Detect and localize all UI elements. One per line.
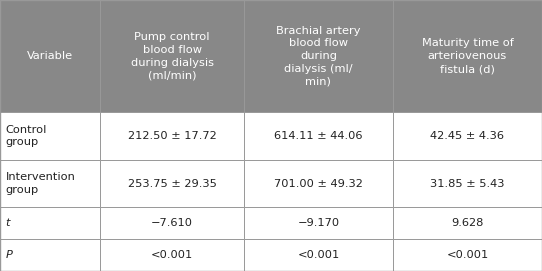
Bar <box>100 112 244 160</box>
Text: Maturity time of
arteriovenous
fistula (d): Maturity time of arteriovenous fistula (… <box>422 38 513 74</box>
Bar <box>244 207 393 239</box>
Text: Variable: Variable <box>27 51 73 61</box>
Text: <0.001: <0.001 <box>447 250 488 260</box>
Bar <box>393 160 542 207</box>
Text: 9.628: 9.628 <box>451 218 483 228</box>
Bar <box>393 239 542 271</box>
Text: Intervention
group: Intervention group <box>5 172 75 195</box>
Text: <0.001: <0.001 <box>151 250 193 260</box>
Text: P: P <box>5 250 12 260</box>
Bar <box>393 207 542 239</box>
Bar <box>244 112 393 160</box>
Bar <box>0 207 100 239</box>
Text: −7.610: −7.610 <box>151 218 193 228</box>
Text: 253.75 ± 29.35: 253.75 ± 29.35 <box>128 179 216 189</box>
Bar <box>100 0 244 112</box>
Text: Brachial artery
blood flow
during
dialysis (ml/
min): Brachial artery blood flow during dialys… <box>276 26 360 87</box>
Text: 212.50 ± 17.72: 212.50 ± 17.72 <box>128 131 216 141</box>
Text: 42.45 ± 4.36: 42.45 ± 4.36 <box>430 131 505 141</box>
Text: Control
group: Control group <box>5 125 47 147</box>
Text: Pump control
blood flow
during dialysis
(ml/min): Pump control blood flow during dialysis … <box>131 32 214 80</box>
Text: 701.00 ± 49.32: 701.00 ± 49.32 <box>274 179 363 189</box>
Bar <box>100 207 244 239</box>
Bar <box>0 112 100 160</box>
Bar <box>393 0 542 112</box>
Bar <box>0 0 100 112</box>
Bar <box>244 239 393 271</box>
Bar <box>393 112 542 160</box>
Bar <box>100 239 244 271</box>
Bar <box>0 160 100 207</box>
Bar <box>244 160 393 207</box>
Text: t: t <box>5 218 10 228</box>
Bar <box>244 0 393 112</box>
Bar <box>0 239 100 271</box>
Text: <0.001: <0.001 <box>298 250 339 260</box>
Text: 31.85 ± 5.43: 31.85 ± 5.43 <box>430 179 505 189</box>
Text: −9.170: −9.170 <box>298 218 339 228</box>
Text: 614.11 ± 44.06: 614.11 ± 44.06 <box>274 131 363 141</box>
Bar <box>100 160 244 207</box>
